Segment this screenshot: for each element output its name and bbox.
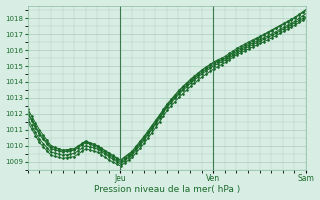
X-axis label: Pression niveau de la mer( hPa ): Pression niveau de la mer( hPa ) (94, 185, 240, 194)
